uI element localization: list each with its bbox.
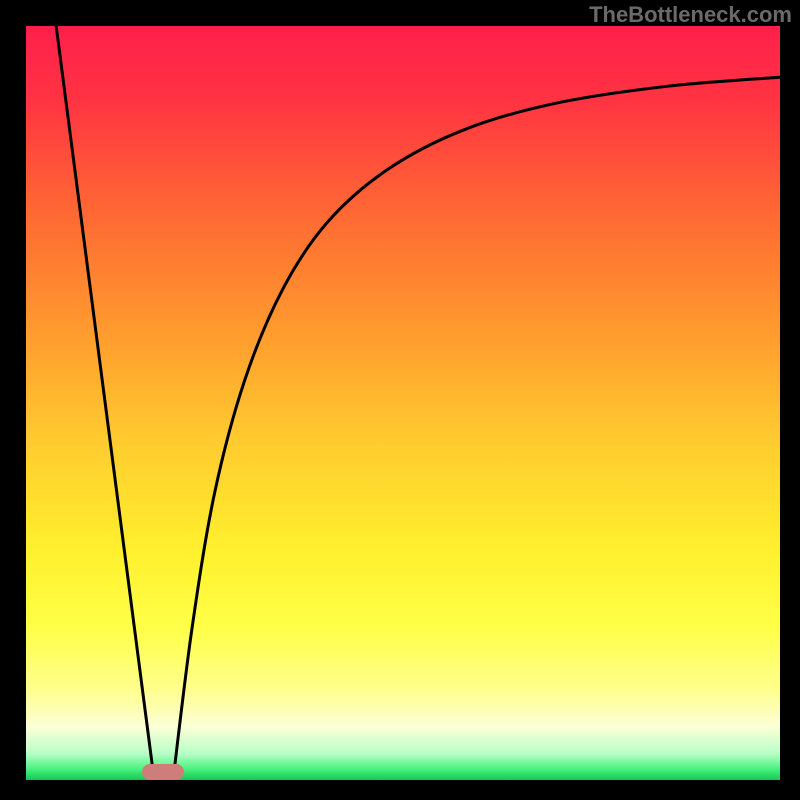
curve-path (56, 26, 780, 780)
trough-marker (142, 764, 184, 780)
curve-layer (26, 26, 780, 780)
plot-area (26, 26, 780, 780)
chart-container: TheBottleneck.com (0, 0, 800, 800)
attribution-text: TheBottleneck.com (589, 2, 792, 28)
